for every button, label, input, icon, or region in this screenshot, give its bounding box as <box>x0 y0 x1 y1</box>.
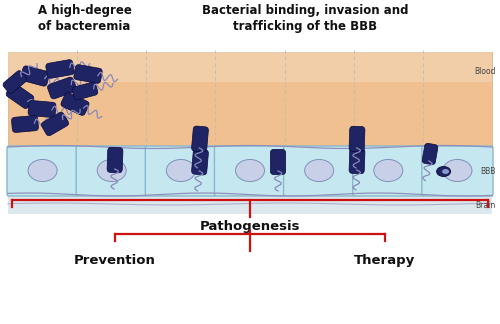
FancyBboxPatch shape <box>7 146 78 196</box>
Ellipse shape <box>97 159 126 181</box>
FancyBboxPatch shape <box>46 60 74 78</box>
FancyBboxPatch shape <box>349 126 365 152</box>
FancyBboxPatch shape <box>76 146 148 196</box>
FancyBboxPatch shape <box>61 93 89 115</box>
Ellipse shape <box>374 159 403 181</box>
FancyBboxPatch shape <box>349 148 365 174</box>
Ellipse shape <box>304 159 334 181</box>
Text: A high-degree
of bacteremia: A high-degree of bacteremia <box>38 4 132 33</box>
FancyBboxPatch shape <box>422 146 493 196</box>
Text: Brain: Brain <box>476 202 496 211</box>
Ellipse shape <box>166 159 196 181</box>
FancyBboxPatch shape <box>48 77 76 99</box>
FancyBboxPatch shape <box>12 116 38 133</box>
FancyBboxPatch shape <box>352 146 424 196</box>
FancyBboxPatch shape <box>3 71 27 94</box>
FancyBboxPatch shape <box>146 146 216 196</box>
FancyBboxPatch shape <box>270 149 285 175</box>
FancyBboxPatch shape <box>74 65 102 83</box>
FancyBboxPatch shape <box>72 82 98 100</box>
Ellipse shape <box>442 169 449 174</box>
FancyBboxPatch shape <box>107 147 123 173</box>
Bar <box>8 194 492 214</box>
Ellipse shape <box>236 159 264 181</box>
Text: Pathogenesis: Pathogenesis <box>200 220 300 233</box>
Text: Blood: Blood <box>474 67 496 76</box>
Ellipse shape <box>28 159 57 181</box>
Text: Therapy: Therapy <box>354 254 416 267</box>
FancyBboxPatch shape <box>20 66 50 86</box>
FancyBboxPatch shape <box>214 146 286 196</box>
Ellipse shape <box>443 159 472 181</box>
Text: Prevention: Prevention <box>74 254 156 267</box>
FancyBboxPatch shape <box>28 100 56 118</box>
Ellipse shape <box>436 167 450 177</box>
Bar <box>8 52 492 82</box>
FancyBboxPatch shape <box>42 112 68 136</box>
FancyBboxPatch shape <box>192 149 208 175</box>
Text: Bacterial binding, invasion and
trafficking of the BBB: Bacterial binding, invasion and traffick… <box>202 4 408 33</box>
FancyBboxPatch shape <box>192 126 208 152</box>
FancyBboxPatch shape <box>6 84 34 109</box>
FancyBboxPatch shape <box>284 146 354 196</box>
FancyBboxPatch shape <box>422 143 438 165</box>
Text: BBB: BBB <box>480 167 496 176</box>
Bar <box>8 52 492 196</box>
